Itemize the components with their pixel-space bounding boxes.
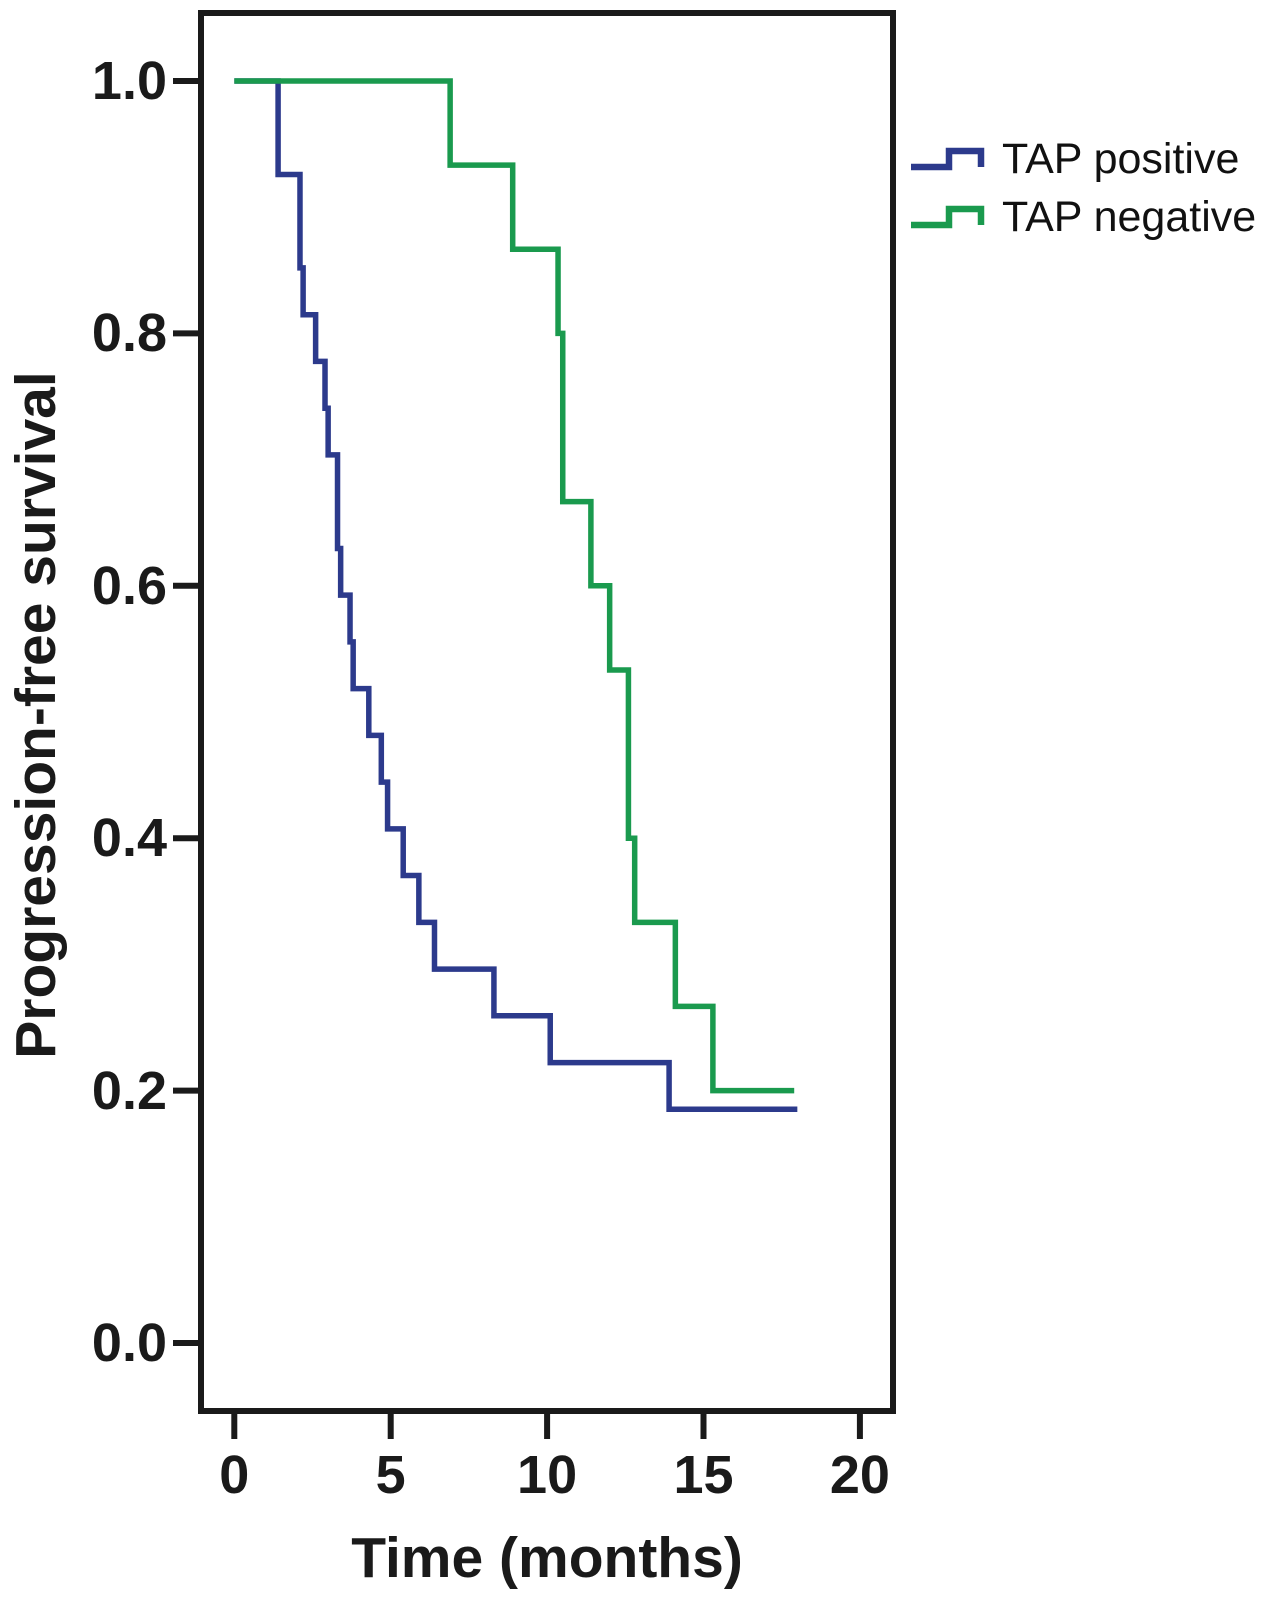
plot-frame <box>198 10 896 1414</box>
y-tick-label-0.4: 0.4 <box>91 808 167 869</box>
curve-tap-positive <box>234 78 798 1113</box>
legend-item-tap-positive: TAP positive <box>908 134 1256 184</box>
curve-tap-negative <box>234 78 795 1094</box>
y-axis-ticks <box>173 78 201 1346</box>
tap-positive-line-swatch-icon <box>911 147 985 171</box>
legend-label-tap-positive: TAP positive <box>1002 135 1240 183</box>
legend-label-tap-negative: TAP negative <box>1002 193 1257 241</box>
y-tick-label-0.6: 0.6 <box>91 555 167 616</box>
legend-item-tap-negative: TAP negative <box>908 192 1256 242</box>
y-tick-label-0.8: 0.8 <box>91 303 167 364</box>
x-tick-label-5: 5 <box>375 1445 406 1505</box>
x-tick-label-0: 0 <box>219 1445 250 1505</box>
tap-negative-line-swatch-icon <box>911 205 985 229</box>
x-tick-label-10: 10 <box>517 1445 578 1505</box>
y-tick-label-1.0: 1.0 <box>91 51 167 111</box>
x-tick-label-20: 20 <box>829 1445 890 1505</box>
y-axis-title: Progression-free survival <box>4 371 68 1059</box>
x-axis-title: Time (months) <box>351 1526 743 1590</box>
y-tick-label-0.0: 0.0 <box>91 1313 167 1373</box>
y-tick-label-0.2: 0.2 <box>91 1060 167 1121</box>
x-axis-ticks <box>231 1411 863 1439</box>
legend: TAP positive TAP negative <box>908 134 1256 242</box>
x-tick-label-15: 15 <box>673 1445 734 1505</box>
